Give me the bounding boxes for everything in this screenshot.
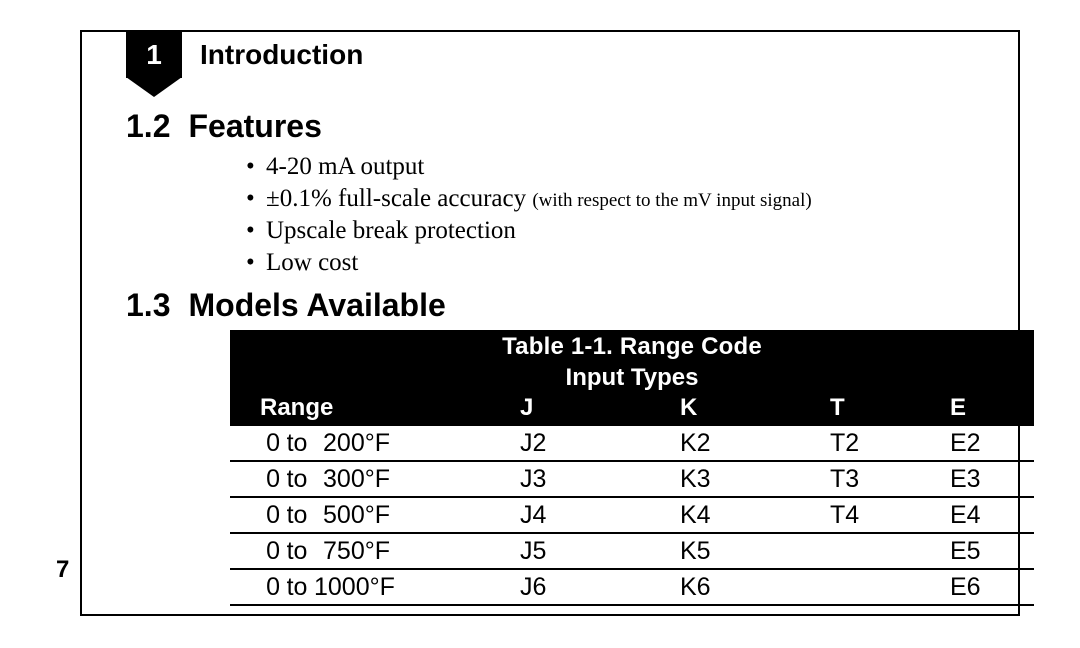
section-features: 1.2Features •4-20 mA output•±0.1% full-s…	[126, 108, 1018, 279]
cell-e: E5	[950, 537, 1034, 566]
chapter-header: 1 Introduction	[126, 32, 1018, 78]
col-header-range: Range	[230, 394, 520, 422]
cell-t	[830, 537, 950, 566]
cell-range: 0to1000°F	[230, 573, 520, 602]
cell-e: E4	[950, 501, 1034, 530]
col-header-j: J	[520, 394, 680, 422]
range-code-table: Table 1-1. Range Code Input Types Range …	[230, 330, 1034, 606]
bullet-text: Low cost	[266, 247, 358, 279]
cell-range: 0to500°F	[230, 501, 520, 530]
cell-t: T3	[830, 465, 950, 494]
bullet-item: •±0.1% full-scale accuracy (with respect…	[246, 183, 1018, 215]
chapter-number: 1	[146, 39, 162, 71]
bullet-dot-icon: •	[246, 183, 266, 215]
chapter-arrow-icon	[126, 77, 182, 97]
cell-e: E3	[950, 465, 1034, 494]
section-number: 1.2	[126, 108, 170, 144]
bullet-text: ±0.1% full-scale accuracy (with respect …	[266, 183, 812, 215]
bullet-text: Upscale break protection	[266, 215, 516, 247]
bullet-item: •Upscale break protection	[246, 215, 1018, 247]
cell-e: E6	[950, 573, 1034, 602]
table-title: Table 1-1. Range Code	[230, 330, 1034, 364]
table-row: 0to500°FJ4K4T4E4	[230, 498, 1034, 534]
cell-j: J5	[520, 537, 680, 566]
section-title: Features	[188, 108, 321, 144]
bullet-small-text: (with respect to the mV input signal)	[532, 190, 811, 211]
cell-t	[830, 573, 950, 602]
bullet-item: •Low cost	[246, 247, 1018, 279]
page-number: 7	[56, 556, 69, 584]
section-title: Models Available	[188, 287, 445, 323]
bullet-dot-icon: •	[246, 247, 266, 279]
bullet-dot-icon: •	[246, 151, 266, 183]
cell-range: 0to200°F	[230, 429, 520, 458]
features-bullets: •4-20 mA output•±0.1% full-scale accurac…	[246, 151, 1018, 279]
bullet-dot-icon: •	[246, 215, 266, 247]
section-heading-models: 1.3 Models Available	[126, 287, 1018, 324]
cell-j: J4	[520, 501, 680, 530]
cell-j: J3	[520, 465, 680, 494]
cell-k: K6	[680, 573, 830, 602]
cell-range: 0to750°F	[230, 537, 520, 566]
bullet-item: •4-20 mA output	[246, 151, 1018, 183]
table-subhead: Input Types	[230, 364, 1034, 394]
content-frame: 1 Introduction 1.2Features •4-20 mA outp…	[80, 30, 1020, 616]
page: 1 Introduction 1.2Features •4-20 mA outp…	[0, 0, 1080, 648]
bullet-text: 4-20 mA output	[266, 151, 424, 183]
table-column-headers: Range J K T E	[230, 394, 1034, 426]
col-header-k: K	[680, 394, 830, 422]
cell-range: 0to300°F	[230, 465, 520, 494]
cell-t: T2	[830, 429, 950, 458]
table-body: 0to200°FJ2K2T2E20to300°FJ3K3T3E30to500°F…	[230, 426, 1034, 606]
cell-j: J2	[520, 429, 680, 458]
chapter-number-box: 1	[126, 32, 182, 78]
col-header-e: E	[950, 394, 1034, 422]
table-row: 0to300°FJ3K3T3E3	[230, 462, 1034, 498]
col-header-t: T	[830, 394, 950, 422]
cell-e: E2	[950, 429, 1034, 458]
table-row: 0to200°FJ2K2T2E2	[230, 426, 1034, 462]
section-heading-features: 1.2 Features	[126, 108, 1018, 145]
cell-k: K4	[680, 501, 830, 530]
table-row: 0to750°FJ5K5 E5	[230, 534, 1034, 570]
section-number: 1.3	[126, 287, 170, 323]
cell-k: K2	[680, 429, 830, 458]
cell-j: J6	[520, 573, 680, 602]
section-models: 1.3Models Available Table 1-1. Range Cod…	[126, 287, 1018, 606]
cell-t: T4	[830, 501, 950, 530]
cell-k: K5	[680, 537, 830, 566]
table-row: 0to1000°FJ6K6 E6	[230, 570, 1034, 606]
chapter-title: Introduction	[200, 39, 363, 71]
cell-k: K3	[680, 465, 830, 494]
